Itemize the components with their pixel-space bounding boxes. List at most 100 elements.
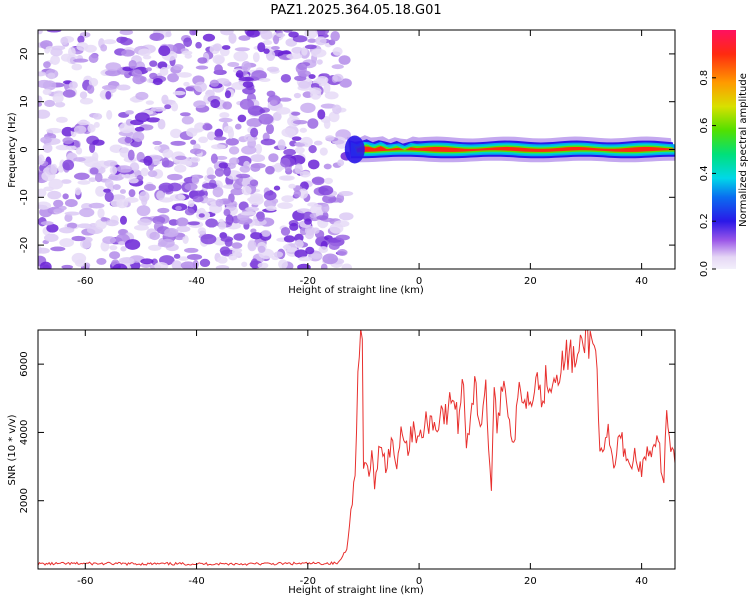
noise-blob: [44, 233, 59, 242]
noise-blob: [238, 35, 251, 41]
noise-blob: [218, 162, 229, 169]
y-tick-label: 20: [19, 48, 30, 61]
noise-blob: [251, 70, 267, 81]
noise-blob: [277, 202, 293, 209]
noise-blob: [328, 241, 340, 250]
noise-blob: [38, 95, 43, 103]
noise-blob: [191, 190, 205, 198]
noise-blob: [93, 121, 100, 128]
x-tick-label: -40: [188, 576, 204, 587]
noise-blob: [294, 75, 307, 82]
noise-blob: [164, 104, 172, 110]
noise-blob: [59, 238, 75, 248]
x-tick-label: 0: [416, 276, 422, 287]
noise-blob: [183, 81, 190, 87]
noise-blob: [170, 140, 186, 146]
noise-blob: [100, 44, 108, 52]
noise-blob: [128, 178, 139, 184]
noise-blob: [193, 100, 207, 109]
noise-blob: [304, 218, 312, 225]
noise-blob: [162, 160, 174, 168]
noise-blob: [325, 135, 335, 141]
noise-blob: [187, 221, 200, 226]
noise-blob: [154, 145, 161, 151]
noise-blob: [311, 176, 325, 186]
noise-blob: [246, 118, 263, 128]
noise-blob: [149, 60, 158, 67]
noise-blob: [293, 92, 302, 99]
noise-blob: [161, 94, 169, 105]
noise-blob: [257, 262, 269, 269]
noise-blob: [38, 102, 43, 107]
noise-blob: [75, 147, 83, 155]
noise-blob: [147, 170, 158, 178]
noise-blob: [308, 144, 317, 154]
noise-blob: [159, 66, 169, 77]
noise-blob: [294, 146, 305, 154]
noise-blob: [315, 30, 330, 36]
noise-blob: [293, 190, 301, 198]
noise-blob: [294, 142, 305, 148]
noise-blob: [133, 224, 149, 231]
noise-blob: [48, 178, 64, 190]
noise-blob: [250, 258, 259, 269]
noise-blob: [248, 195, 264, 206]
noise-blob: [279, 97, 292, 102]
noise-blob: [260, 30, 273, 40]
noise-blob: [329, 223, 344, 234]
noise-blob: [143, 183, 156, 191]
noise-blob: [239, 165, 251, 173]
noise-blob: [55, 144, 70, 151]
noise-blob: [247, 240, 257, 252]
noise-blob: [245, 206, 260, 212]
noise-blob: [219, 47, 230, 57]
noise-blob: [124, 239, 141, 250]
noise-blob: [74, 187, 82, 196]
noise-blob: [191, 174, 200, 185]
noise-blob: [53, 208, 65, 213]
noise-blob: [331, 64, 344, 70]
noise-blob: [42, 80, 57, 91]
noise-blob: [315, 36, 327, 46]
noise-blob: [149, 231, 160, 241]
noise-blob: [322, 194, 337, 204]
x-tick-label: 20: [524, 576, 537, 587]
signal-band: [356, 146, 675, 152]
noise-blob: [61, 264, 74, 269]
noise-blob: [324, 177, 334, 185]
noise-blob: [79, 91, 88, 99]
noise-blob: [71, 252, 87, 264]
noise-blob: [73, 172, 90, 180]
noise-blob: [97, 208, 105, 219]
noise-blob: [305, 246, 315, 255]
noise-blob: [299, 170, 311, 178]
noise-blob: [146, 117, 161, 123]
noise-blob: [291, 111, 301, 116]
noise-blob: [335, 234, 350, 241]
noise-blob: [260, 138, 276, 146]
noise-blob: [292, 119, 308, 125]
noise-blob: [38, 188, 47, 198]
noise-blob: [241, 185, 252, 196]
noise-blob: [127, 149, 135, 161]
noise-blob: [152, 140, 162, 146]
noise-blob: [337, 249, 348, 257]
noise-blob: [76, 41, 89, 51]
noise-blob: [184, 208, 196, 216]
x-tick-label: -60: [77, 276, 93, 287]
noise-blob: [92, 113, 103, 120]
spectrogram-panel: -60 -40 -20 0 20 40 -20 -10 0 10 20 Height of str…: [7, 29, 676, 296]
noise-blob: [232, 181, 243, 190]
noise-blob: [46, 223, 59, 233]
noise-blob: [263, 48, 270, 54]
noise-blob: [211, 144, 226, 150]
noise-blob: [307, 159, 320, 170]
noise-blob: [273, 34, 280, 45]
noise-blob: [202, 33, 216, 42]
noise-blob: [42, 143, 53, 153]
noise-blob: [150, 107, 167, 112]
noise-blob: [294, 163, 303, 174]
noise-blob: [145, 100, 155, 105]
noise-blob: [241, 60, 251, 72]
